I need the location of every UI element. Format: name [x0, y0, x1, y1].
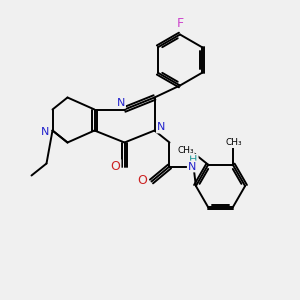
Text: CH₃: CH₃ — [226, 138, 243, 147]
Text: CH₃: CH₃ — [177, 146, 194, 155]
Text: N: N — [157, 122, 165, 133]
Text: N: N — [117, 98, 125, 108]
Text: N: N — [188, 161, 196, 172]
Text: O: O — [111, 160, 120, 173]
Text: N: N — [41, 127, 49, 137]
Text: H: H — [189, 155, 198, 165]
Text: O: O — [138, 173, 147, 187]
Text: F: F — [176, 16, 184, 30]
